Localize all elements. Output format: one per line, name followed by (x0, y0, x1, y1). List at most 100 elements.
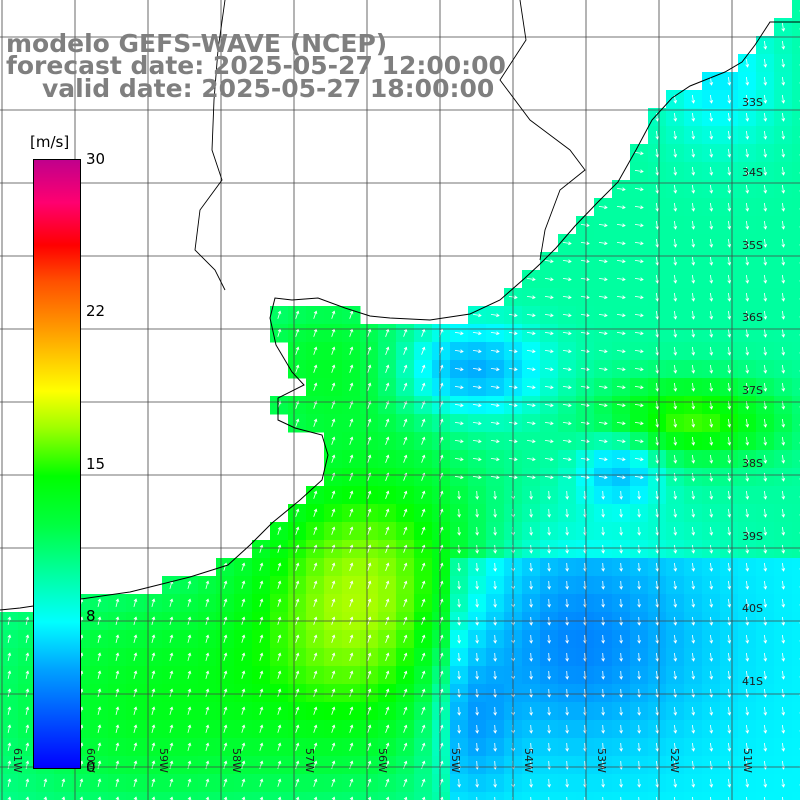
wind-arrow (97, 634, 102, 643)
wind-arrow (763, 346, 768, 356)
wind-arrow (598, 421, 608, 426)
wind-arrow (472, 331, 482, 336)
wind-arrow (691, 508, 696, 518)
wind-arrow (367, 508, 372, 517)
wind-arrow (454, 421, 464, 426)
wind-arrow (673, 328, 678, 338)
wind-arrow (526, 295, 536, 300)
wind-arrow (634, 241, 644, 246)
wind-arrow (580, 457, 590, 462)
wind-arrow (547, 670, 551, 680)
wind-arrow (691, 580, 696, 590)
wind-arrow (403, 454, 408, 463)
wind-cell (666, 792, 685, 800)
wind-arrow (259, 598, 264, 607)
wind-arrow (454, 403, 464, 408)
wind-arrow (619, 742, 623, 752)
wind-arrow (781, 508, 786, 518)
wind-arrow (25, 688, 30, 697)
wind-arrow (763, 562, 768, 572)
wind-arrow (151, 796, 156, 800)
wind-arrow (367, 490, 372, 499)
wind-arrow (472, 421, 482, 426)
wind-arrow (709, 202, 714, 212)
wind-arrow (763, 418, 768, 428)
wind-arrow (616, 277, 626, 282)
wind-arrow (547, 778, 551, 788)
wind-arrow (133, 796, 138, 800)
wind-cell (792, 72, 800, 91)
wind-arrow (187, 670, 192, 679)
wind-arrow (385, 796, 390, 800)
wind-arrow (745, 58, 750, 68)
wind-arrow (727, 364, 732, 374)
wind-arrow (313, 346, 318, 355)
wind-arrow (295, 544, 300, 553)
wind-arrow (781, 292, 786, 302)
wind-arrow (781, 634, 786, 644)
wind-arrow (691, 202, 696, 212)
wind-arrow (655, 526, 660, 536)
wind-arrow (529, 526, 533, 536)
wind-arrow (133, 724, 138, 734)
wind-arrow (781, 148, 786, 158)
longitude-label: 51W (741, 748, 754, 773)
wind-arrow (349, 418, 354, 427)
wind-arrow (580, 331, 590, 336)
longitude-label: 52W (668, 748, 681, 773)
wind-arrow (526, 331, 536, 336)
wind-arrow (709, 454, 714, 464)
wind-arrow (709, 706, 714, 716)
wind-arrow (709, 220, 714, 230)
wind-arrow (169, 634, 174, 643)
wind-arrow (709, 328, 714, 338)
wind-arrow (745, 346, 750, 356)
wind-arrow (547, 580, 551, 590)
wind-arrow (691, 598, 696, 608)
wind-arrow (331, 526, 336, 535)
wind-cell (792, 0, 800, 19)
wind-arrow (691, 274, 696, 284)
wind-arrow (616, 187, 626, 192)
wind-arrow (403, 652, 408, 661)
wind-arrow (526, 457, 536, 462)
wind-arrow (562, 421, 572, 426)
wind-arrow (709, 688, 714, 698)
wind-arrow (421, 382, 426, 391)
wind-arrow (637, 580, 641, 590)
wind-arrow (781, 112, 786, 122)
wind-arrow (544, 259, 554, 264)
wind-arrow (655, 778, 660, 788)
wind-arrow (691, 364, 696, 374)
wind-arrow (745, 382, 750, 392)
wind-arrow (691, 706, 696, 716)
wind-arrow (634, 439, 644, 444)
wind-arrow (421, 490, 426, 499)
wind-arrow (151, 760, 156, 770)
wind-arrow (277, 652, 282, 661)
wind-arrow (763, 724, 768, 734)
wind-arrow (544, 439, 554, 444)
wind-arrow (619, 544, 623, 554)
wind-arrow (133, 688, 138, 698)
wind-arrow (601, 706, 605, 716)
wind-arrow (655, 346, 660, 356)
wind-arrow (277, 742, 282, 751)
wind-arrow (691, 328, 696, 338)
wind-arrow (727, 256, 732, 266)
wind-arrow (709, 508, 714, 518)
wind-arrow (781, 562, 786, 572)
wind-arrow (313, 400, 318, 409)
wind-arrow (781, 742, 786, 752)
wind-arrow (601, 724, 605, 734)
wind-arrow (547, 688, 551, 698)
wind-arrow (169, 760, 174, 769)
wind-arrow (493, 670, 497, 680)
wind-arrow (709, 382, 714, 392)
wind-arrow (313, 562, 318, 571)
wind-arrow (349, 760, 354, 769)
wind-arrow (7, 634, 12, 643)
wind-arrow (637, 688, 641, 698)
wind-arrow (367, 400, 372, 409)
